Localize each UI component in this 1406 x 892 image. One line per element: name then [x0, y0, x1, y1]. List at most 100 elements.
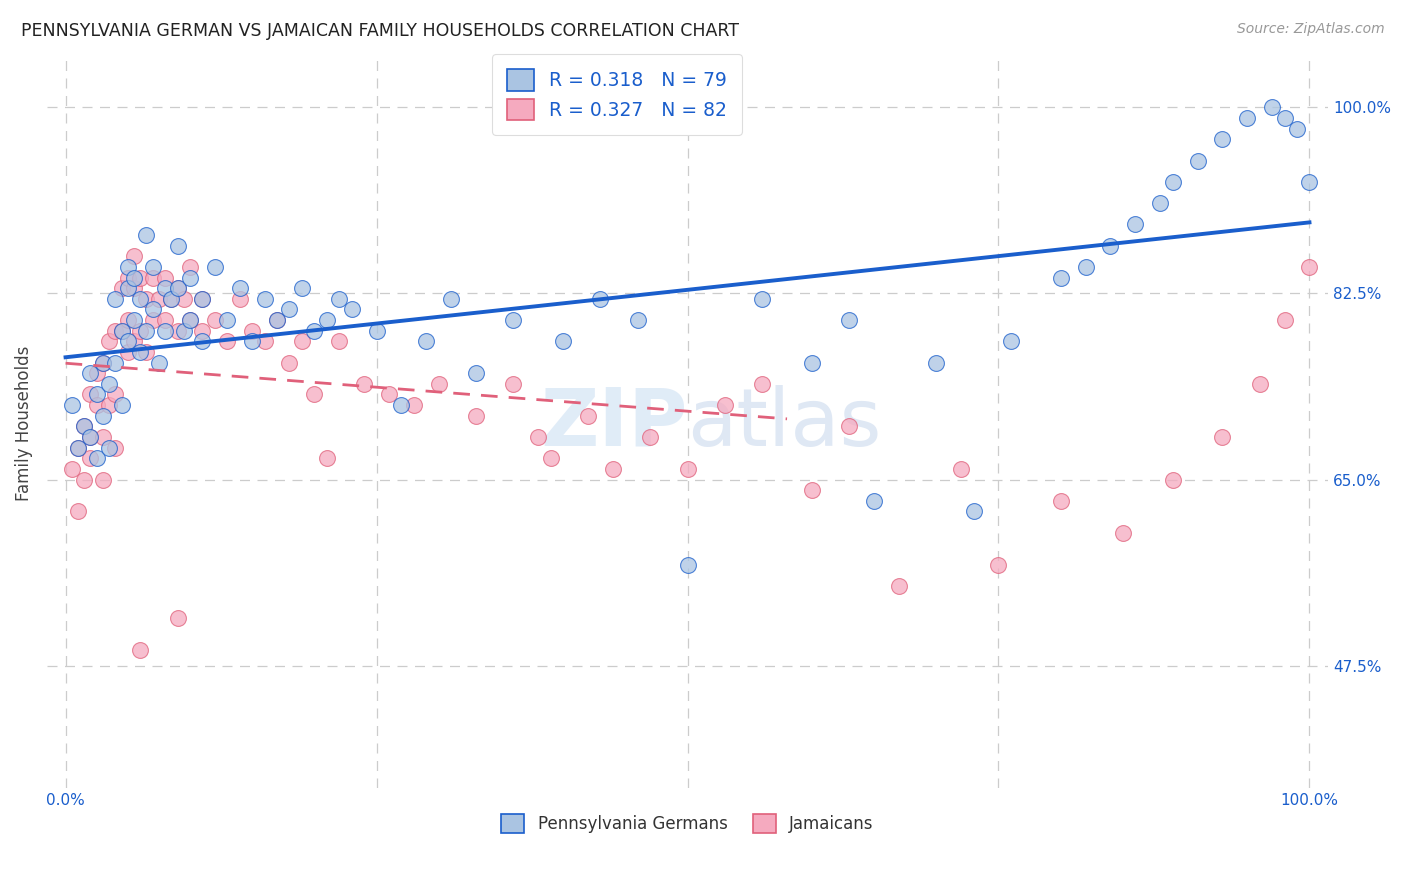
Point — [389, 398, 412, 412]
Point — [863, 493, 886, 508]
Point — [1236, 111, 1258, 125]
Point — [73, 419, 96, 434]
Point — [751, 376, 773, 391]
Point — [962, 504, 984, 518]
Point — [1112, 525, 1135, 540]
Point — [1211, 430, 1233, 444]
Point — [714, 398, 737, 412]
Point — [122, 313, 145, 327]
Point — [122, 281, 145, 295]
Point — [1261, 100, 1284, 114]
Point — [117, 260, 139, 274]
Point — [148, 292, 170, 306]
Point — [291, 281, 314, 295]
Point — [117, 345, 139, 359]
Point — [98, 441, 121, 455]
Point — [1249, 376, 1271, 391]
Point — [576, 409, 599, 423]
Point — [104, 292, 127, 306]
Point — [73, 473, 96, 487]
Point — [122, 334, 145, 349]
Point — [153, 281, 176, 295]
Point — [1187, 153, 1209, 168]
Point — [79, 430, 101, 444]
Point — [838, 419, 860, 434]
Point — [440, 292, 463, 306]
Point — [66, 441, 89, 455]
Point — [91, 430, 114, 444]
Point — [142, 302, 165, 317]
Point — [173, 324, 195, 338]
Point — [191, 334, 214, 349]
Point — [79, 366, 101, 380]
Point — [638, 430, 661, 444]
Point — [191, 292, 214, 306]
Point — [117, 270, 139, 285]
Point — [527, 430, 550, 444]
Point — [79, 387, 101, 401]
Point — [240, 334, 263, 349]
Point — [217, 334, 239, 349]
Point — [153, 324, 176, 338]
Point — [117, 281, 139, 295]
Point — [148, 355, 170, 369]
Point — [135, 292, 157, 306]
Point — [838, 313, 860, 327]
Point — [86, 366, 108, 380]
Point — [160, 292, 183, 306]
Point — [179, 270, 201, 285]
Point — [228, 292, 250, 306]
Point — [278, 302, 301, 317]
Point — [340, 302, 363, 317]
Point — [160, 292, 183, 306]
Point — [98, 376, 121, 391]
Point — [1049, 270, 1071, 285]
Point — [122, 270, 145, 285]
Point — [179, 313, 201, 327]
Point — [328, 334, 350, 349]
Point — [110, 324, 132, 338]
Point — [98, 334, 121, 349]
Point — [60, 398, 83, 412]
Text: atlas: atlas — [688, 384, 882, 463]
Point — [676, 462, 699, 476]
Point — [129, 324, 152, 338]
Point — [117, 334, 139, 349]
Point — [228, 281, 250, 295]
Point — [887, 579, 910, 593]
Point — [166, 281, 188, 295]
Point — [987, 558, 1010, 572]
Text: Source: ZipAtlas.com: Source: ZipAtlas.com — [1237, 22, 1385, 37]
Point — [110, 281, 132, 295]
Point — [104, 324, 127, 338]
Point — [86, 398, 108, 412]
Point — [589, 292, 612, 306]
Point — [1274, 111, 1296, 125]
Point — [800, 483, 823, 498]
Point — [800, 355, 823, 369]
Point — [1161, 473, 1184, 487]
Point — [1074, 260, 1097, 274]
Point — [91, 473, 114, 487]
Point — [79, 451, 101, 466]
Point — [91, 409, 114, 423]
Point — [465, 409, 488, 423]
Point — [79, 430, 101, 444]
Point — [110, 324, 132, 338]
Point — [129, 270, 152, 285]
Point — [1161, 175, 1184, 189]
Point — [1286, 121, 1309, 136]
Point — [135, 227, 157, 242]
Point — [402, 398, 425, 412]
Point — [278, 355, 301, 369]
Point — [378, 387, 401, 401]
Point — [110, 398, 132, 412]
Point — [253, 334, 276, 349]
Text: PENNSYLVANIA GERMAN VS JAMAICAN FAMILY HOUSEHOLDS CORRELATION CHART: PENNSYLVANIA GERMAN VS JAMAICAN FAMILY H… — [21, 22, 740, 40]
Point — [253, 292, 276, 306]
Point — [553, 334, 575, 349]
Point — [328, 292, 350, 306]
Point — [240, 324, 263, 338]
Point — [415, 334, 437, 349]
Point — [502, 376, 524, 391]
